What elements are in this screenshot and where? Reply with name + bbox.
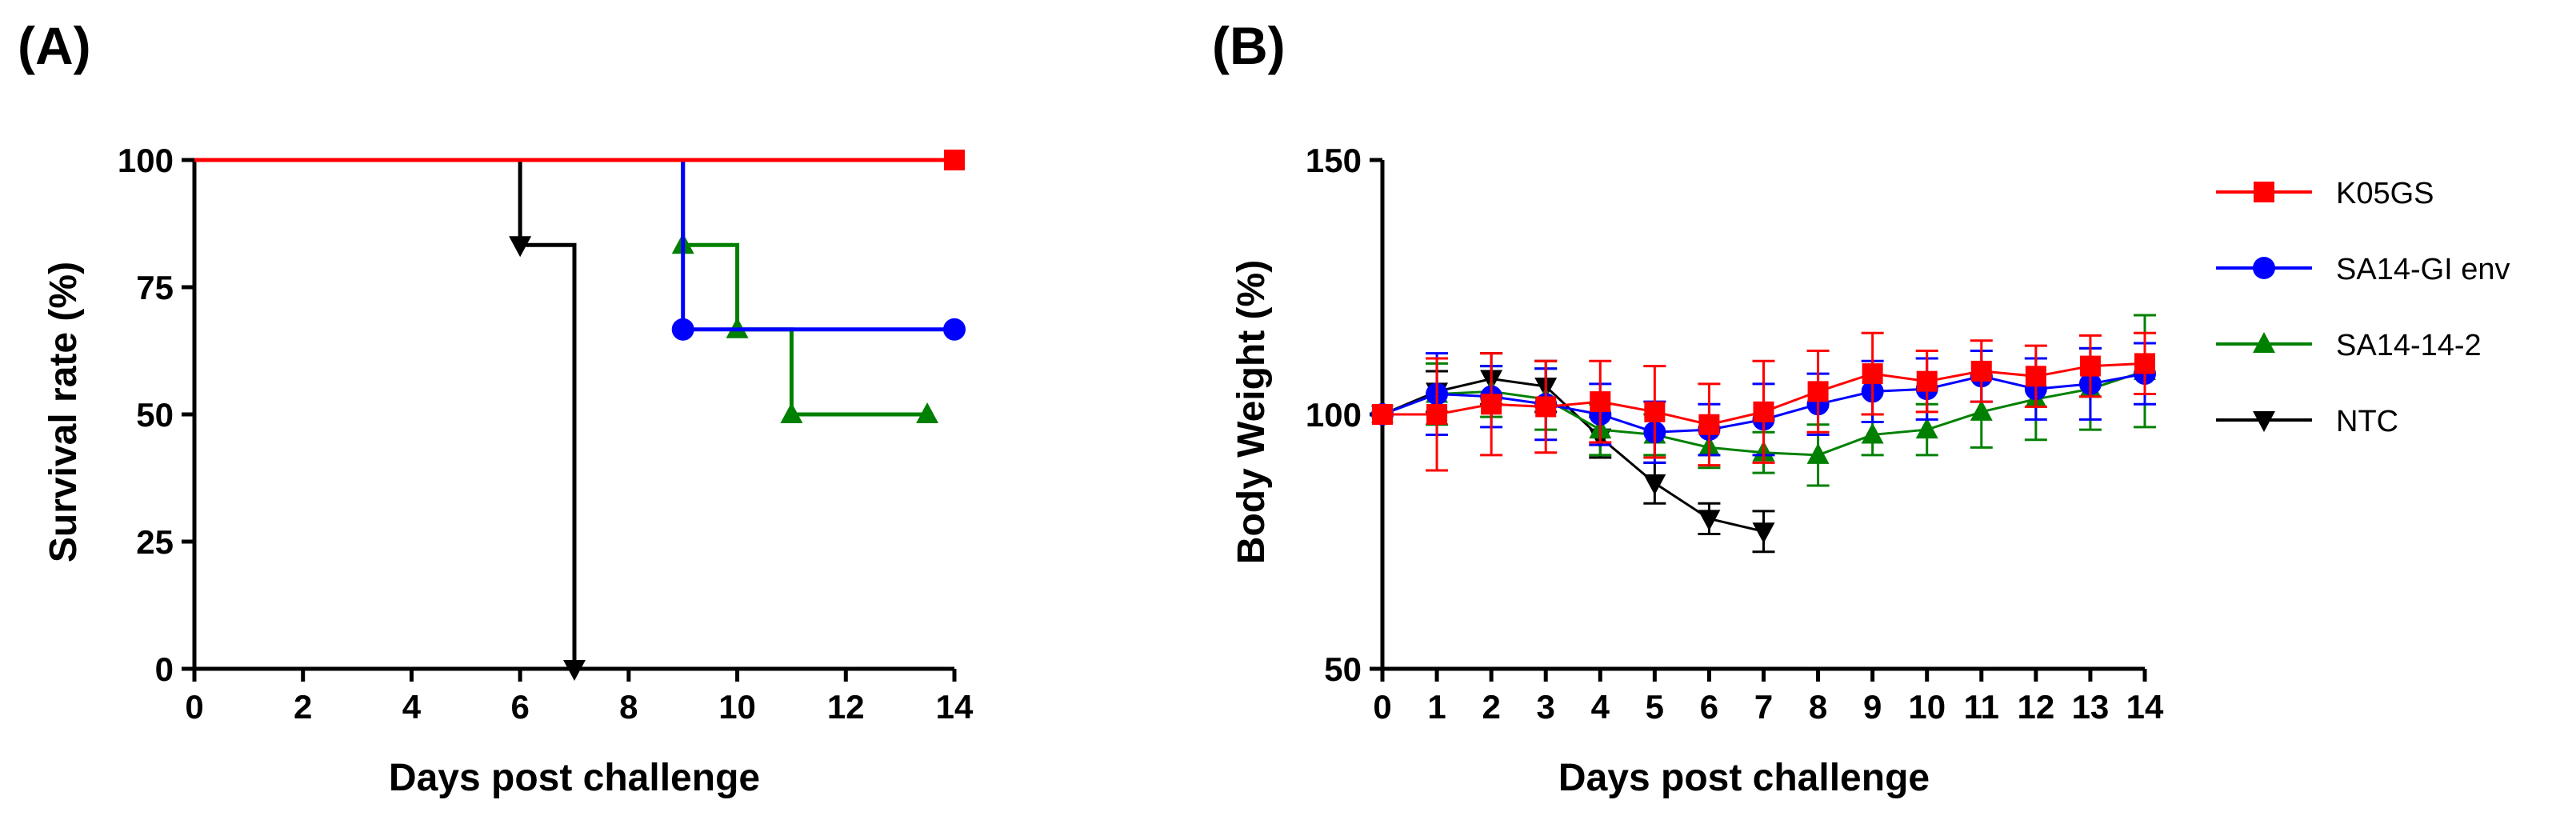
legend-item-sa14-14-2: SA14-14-2 — [2216, 329, 2482, 362]
weight-point-k05gs — [1481, 394, 1502, 415]
panel-b-y-tick-label: 150 — [1306, 142, 1362, 179]
weight-point-ntc — [1643, 474, 1666, 495]
panel-a-ylabel: Survival rate (%) — [42, 262, 85, 562]
survival-point-ntc — [563, 660, 586, 681]
weight-point-k05gs — [2025, 366, 2046, 387]
weight-point-sa14-14-2 — [1861, 422, 1884, 444]
weight-point-k05gs — [1426, 404, 1448, 425]
legend-swatch-marker — [2253, 411, 2275, 432]
weight-point-sa14-14-2 — [1915, 418, 1938, 439]
weight-point-k05gs — [1644, 401, 1666, 422]
panel-b-x-tick-label: 8 — [1809, 688, 1827, 726]
panel-a-x-tick-label: 12 — [827, 688, 865, 726]
weight-point-sa14-14-2 — [1970, 399, 1993, 421]
survival-point-sa14-gi-env — [943, 318, 966, 341]
panel-b-x-tick-label: 3 — [1537, 688, 1555, 726]
panel-a-y-tick-label: 75 — [136, 269, 174, 306]
legend-label: SA14-GI env — [2336, 253, 2510, 286]
legend-item-ntc: NTC — [2216, 405, 2398, 438]
panel-b-x-tick-label: 4 — [1591, 688, 1610, 726]
panel-b-label: (B) — [1212, 16, 1286, 75]
legend-label: SA14-14-2 — [2336, 329, 2482, 362]
weight-point-sa14-14-2 — [1806, 442, 1830, 464]
survival-point-k05gs — [944, 150, 965, 170]
weight-point-k05gs — [1590, 391, 1611, 413]
weight-point-k05gs — [1753, 401, 1774, 422]
weight-point-k05gs — [1916, 370, 1938, 392]
weight-point-k05gs — [1970, 360, 1992, 382]
panel-a-xlabel: Days post challenge — [389, 757, 760, 799]
panel-a-x-tick-label: 14 — [936, 688, 974, 726]
survival-point-ntc — [509, 236, 532, 258]
weight-point-k05gs — [1372, 404, 1393, 425]
panel-a-x-tick-label: 8 — [619, 688, 638, 726]
panel-b-x-tick-label: 5 — [1646, 688, 1664, 726]
weight-point-k05gs — [2134, 353, 2155, 374]
panel-b-x-tick-label: 7 — [1754, 688, 1773, 726]
legend-label: NTC — [2336, 405, 2398, 438]
weight-point-k05gs — [1862, 363, 1883, 385]
panel-b-x-tick-label: 6 — [1700, 688, 1718, 726]
panel-b-x-tick-label: 1 — [1427, 688, 1446, 726]
legend-label: K05GS — [2336, 177, 2434, 210]
panel-b-x-tick-label: 10 — [1908, 688, 1946, 726]
weight-point-ntc — [1698, 510, 1721, 531]
panel-a-y-tick-label: 0 — [155, 650, 174, 688]
panel-b-x-tick-label: 13 — [2072, 688, 2110, 726]
panel-a-x-tick-label: 10 — [718, 688, 756, 726]
panel-a-x-tick-label: 6 — [510, 688, 529, 726]
panel-b-x-tick-label: 0 — [1373, 688, 1391, 726]
survival-point-sa14-14-2 — [916, 402, 939, 423]
panel-b-xlabel: Days post challenge — [1558, 757, 1930, 799]
panel-b-x-tick-label: 12 — [2017, 688, 2054, 726]
panel-a-x-tick-label: 2 — [294, 688, 312, 726]
weight-point-k05gs — [1535, 396, 1557, 418]
legend-swatch-marker — [2253, 257, 2275, 279]
legend-swatch-marker — [2253, 332, 2275, 353]
panel-b-ylabel: Body Weight (%) — [1230, 260, 1273, 564]
legend-item-k05gs: K05GS — [2216, 177, 2434, 210]
panel-b-x-tick-label: 14 — [2126, 688, 2164, 726]
weight-point-ntc — [1752, 522, 1775, 544]
panel-a-y-tick-label: 50 — [136, 396, 174, 434]
survival-chart: 0 2 4 6 8 10 12 14 0 25 50 75 100 — [118, 142, 974, 726]
panel-a-x-tick-label: 0 — [185, 688, 203, 726]
panel-a-y-tick-label: 100 — [118, 142, 174, 179]
panel-a-x-tick-label: 4 — [402, 688, 422, 726]
survival-point-sa14-14-2 — [780, 402, 803, 423]
survival-line-sa14-14-2 — [194, 158, 928, 417]
panel-b-y-tick-label: 50 — [1324, 650, 1362, 688]
panel-b-x-tick-label: 11 — [1964, 688, 1999, 726]
legend-swatch-marker — [2254, 182, 2274, 202]
panel-b-x-tick-label: 2 — [1482, 688, 1500, 726]
legend: K05GS SA14-GI env SA14-14-2 NTC — [2216, 177, 2510, 438]
survival-point-sa14-gi-env — [671, 318, 694, 341]
panel-a-label: (A) — [18, 16, 91, 75]
weight-point-k05gs — [1698, 414, 1720, 435]
legend-item-sa14-gi-env: SA14-GI env — [2216, 253, 2510, 286]
weight-point-k05gs — [2079, 355, 2101, 377]
weight-point-k05gs — [1807, 381, 1829, 402]
panel-a-y-tick-label: 25 — [136, 523, 174, 561]
panel-b-y-tick-label: 100 — [1306, 396, 1362, 434]
panel-b-x-tick-label: 9 — [1863, 688, 1882, 726]
